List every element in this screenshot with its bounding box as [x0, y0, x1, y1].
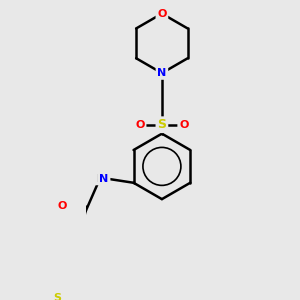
Text: S: S: [158, 118, 166, 131]
Text: O: O: [157, 9, 167, 19]
Text: O: O: [57, 201, 67, 211]
Text: H: H: [96, 174, 104, 184]
Text: N: N: [100, 174, 109, 184]
Text: S: S: [54, 293, 61, 300]
Text: O: O: [179, 120, 188, 130]
Text: O: O: [135, 120, 145, 130]
Text: N: N: [157, 68, 167, 78]
